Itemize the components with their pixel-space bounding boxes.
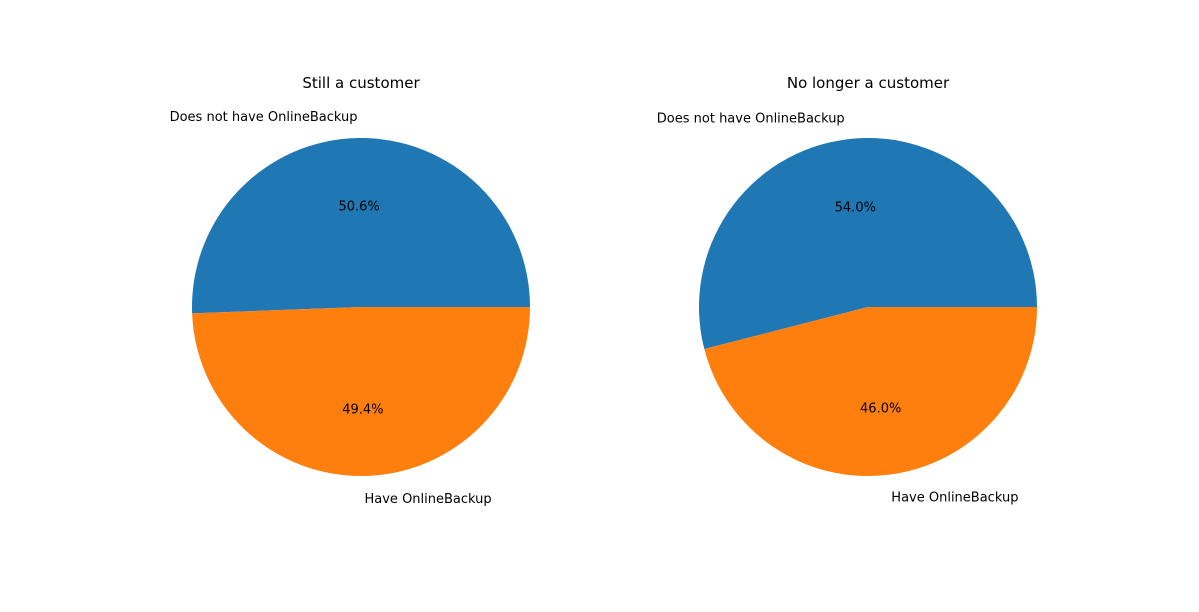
pie-slice-no-onlinebackup [698,137,1037,350]
pie-slice-have-onlinebackup [192,307,530,477]
pie-slice-no-onlinebackup [192,138,531,314]
chart-title: Still a customer [302,74,420,92]
slice-percent-label: 49.4% [342,402,383,417]
pie-chart-still-customer: Still a customer 50.6% Does not have Onlin… [170,74,531,507]
pie-chart-no-longer-customer: No longer a customer 54.0% Does not have O… [657,74,1037,505]
pie-slice-have-onlinebackup [704,307,1037,476]
slice-category-label: Have OnlineBackup [891,490,1018,505]
slice-percent-label: 46.0% [860,402,901,417]
slice-percent-label: 50.6% [338,200,379,215]
slice-percent-label: 54.0% [835,200,876,215]
slice-category-label: Does not have OnlineBackup [657,112,845,127]
chart-title: No longer a customer [787,74,950,92]
slice-category-label: Does not have OnlineBackup [170,110,358,125]
slice-category-label: Have OnlineBackup [365,492,492,507]
